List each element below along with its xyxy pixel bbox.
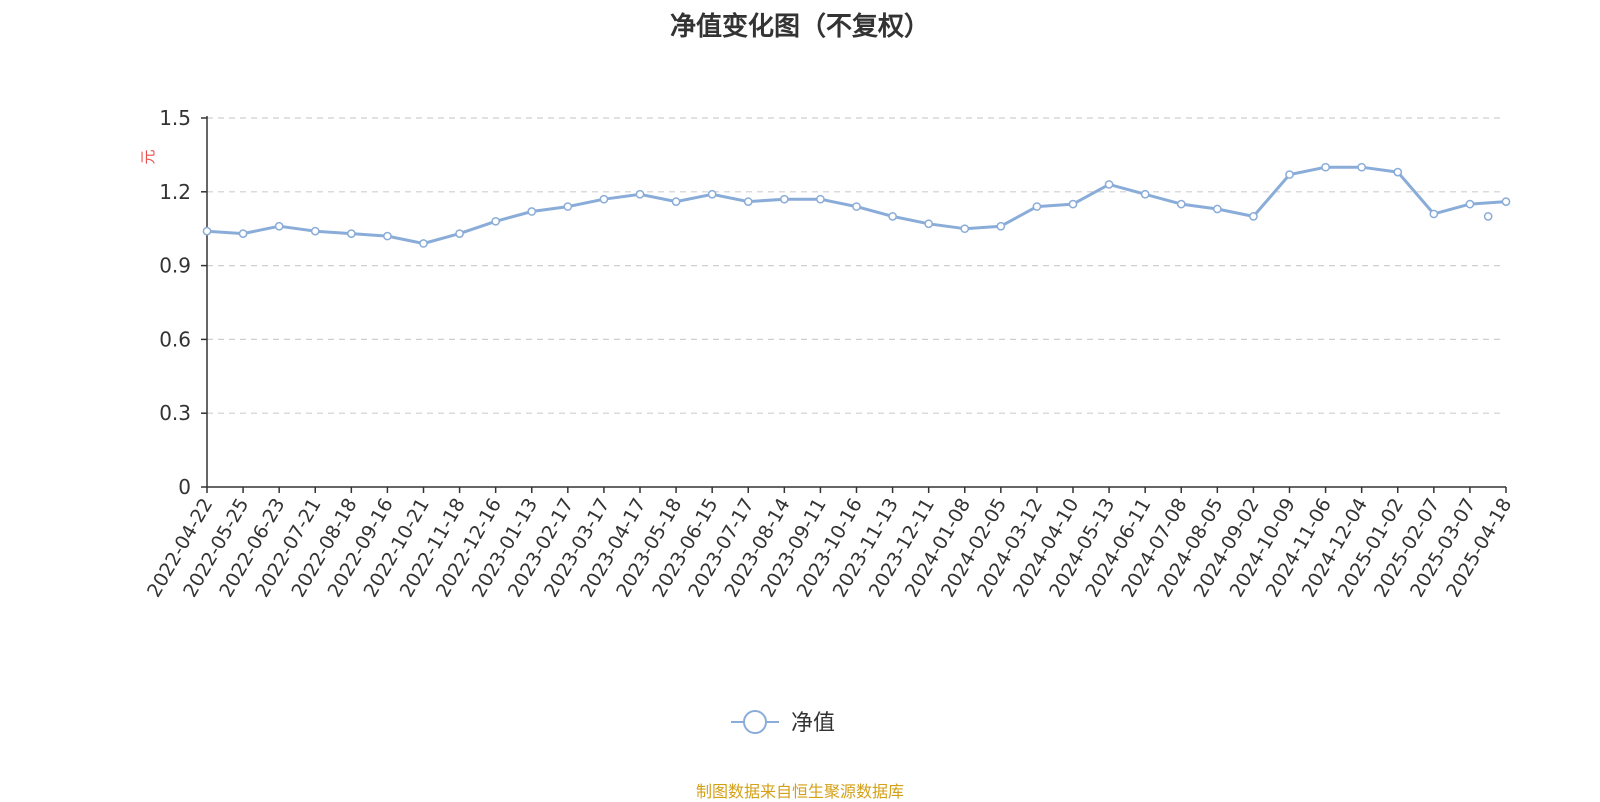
data-point[interactable]: [743, 197, 753, 206]
data-point[interactable]: [419, 239, 428, 248]
data-point[interactable]: [1357, 162, 1367, 172]
data-point[interactable]: [924, 219, 934, 229]
y-tick-label: 0.3: [159, 401, 191, 425]
data-point[interactable]: [1068, 199, 1078, 209]
data-point[interactable]: [960, 224, 970, 234]
data-point[interactable]: [563, 202, 573, 211]
data-point[interactable]: [996, 221, 1006, 231]
y-axis-label: 元: [139, 149, 157, 164]
y-tick-label: 0.6: [159, 327, 191, 351]
data-point[interactable]: [527, 207, 537, 216]
data-point[interactable]: [383, 231, 392, 241]
data-point[interactable]: [346, 229, 356, 238]
data-point[interactable]: [1249, 212, 1258, 221]
data-point[interactable]: [816, 194, 825, 204]
y-tick-label: 0.9: [159, 254, 191, 278]
data-point[interactable]: [1393, 167, 1403, 177]
data-point[interactable]: [599, 194, 609, 204]
legend-label[interactable]: 净值: [791, 711, 835, 736]
data-point[interactable]: [635, 189, 645, 199]
axis-layer: 00.30.60.91.21.5元2022-04-222022-05-25202…: [139, 106, 1516, 601]
data-point[interactable]: [491, 216, 501, 226]
source-note: 制图数据来自恒生聚源数据库: [695, 782, 904, 801]
data-point[interactable]: [1285, 170, 1294, 179]
chart-title: 净值变化图（不复权）: [669, 12, 930, 42]
data-point[interactable]: [1212, 204, 1222, 214]
data-point[interactable]: [1429, 209, 1439, 219]
data-point[interactable]: [888, 212, 897, 221]
y-tick-label: 0: [178, 475, 191, 499]
data-point[interactable]: [310, 226, 320, 236]
data-point[interactable]: [1032, 202, 1042, 211]
data-point[interactable]: [671, 197, 681, 206]
data-point[interactable]: [1465, 199, 1475, 209]
legend-marker-icon: [743, 710, 767, 734]
data-point[interactable]: [202, 226, 212, 236]
data-point[interactable]: [1501, 197, 1511, 206]
legend[interactable]: 净值: [731, 710, 835, 736]
data-point[interactable]: [1176, 199, 1186, 209]
series-layer: [202, 162, 1511, 248]
data-point[interactable]: [455, 229, 464, 238]
data-point[interactable]: [852, 202, 861, 211]
data-point[interactable]: [1321, 162, 1330, 172]
data-point[interactable]: [1140, 189, 1150, 199]
y-tick-label: 1.5: [159, 106, 191, 130]
data-point[interactable]: [274, 221, 284, 231]
y-tick-label: 1.2: [159, 180, 191, 204]
grid-layer: [207, 117, 1500, 414]
data-point[interactable]: [238, 229, 248, 238]
data-point[interactable]: [779, 194, 789, 204]
data-point[interactable]: [707, 189, 717, 199]
data-point[interactable]: [1483, 212, 1493, 221]
data-point[interactable]: [1104, 180, 1114, 189]
